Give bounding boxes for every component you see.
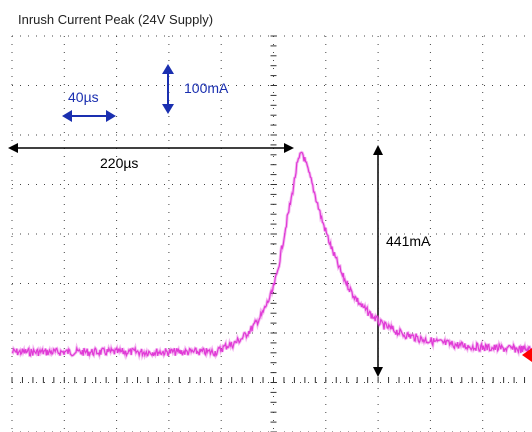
current-scale-label: 100mA	[184, 80, 229, 96]
time-scale-label: 40µs	[68, 89, 99, 105]
peak-label: 441mA	[386, 233, 431, 249]
peak-dimension: 441mA	[373, 145, 431, 377]
width-dimension: 220µs	[8, 143, 294, 171]
width-label: 220µs	[100, 155, 138, 171]
series-trace	[11, 151, 532, 358]
chart-title: Inrush Current Peak (24V Supply)	[18, 12, 213, 27]
current-scale-marker: 100mA	[162, 64, 229, 114]
center-axes	[11, 35, 526, 432]
trigger-marker	[522, 348, 532, 362]
time-scale-marker: 40µs	[62, 89, 116, 122]
waveform	[11, 150, 532, 361]
